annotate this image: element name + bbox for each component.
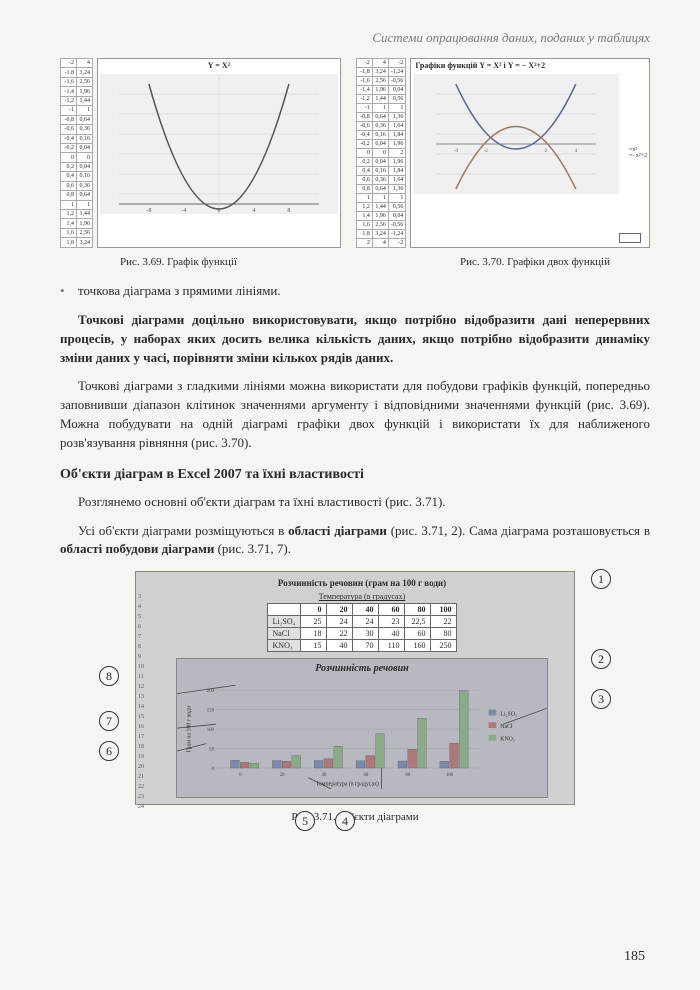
captions-row: Рис. 3.69. Графік функції Рис. 3.70. Гра… (60, 256, 650, 268)
chart-369-title: Y = X² (98, 59, 340, 72)
chart-370-plot: -4 -2 2 4 (413, 74, 619, 194)
paragraph-2: Точкові діаграми доцільно використовуват… (60, 311, 650, 368)
svg-text:KNO₃: KNO₃ (500, 737, 515, 743)
p5c: (рис. 3.71, 2). Сама діаграма розташовує… (387, 523, 650, 538)
solubility-chart-title: Розчинність речовин (177, 659, 547, 674)
page-number: 185 (624, 949, 645, 965)
svg-text:20: 20 (280, 773, 285, 778)
excel-screenshot: 345678910 11121314151617 18192021222324 … (135, 571, 575, 805)
marker-5: 5 (295, 811, 315, 831)
p5a: Усі об'єкти діаграми розміщуються в (78, 523, 288, 538)
solubility-chart: Розчинність речовин (176, 658, 548, 798)
two-parabolas-svg: -4 -2 2 4 (413, 74, 619, 194)
marker-7: 7 (99, 711, 119, 731)
chart-370-box: Графіки функцій Y = X² і Y = − X²+2 -4 -2 (410, 58, 650, 248)
svg-text:0: 0 (212, 767, 215, 772)
charts-row: -24-1.83,24-1,62,56-1,41,96-1,21,44-11-0… (60, 58, 650, 248)
svg-text:50: 50 (209, 748, 214, 753)
paragraph-3: Точкові діаграми з гладкими лініями можн… (60, 377, 650, 452)
marker-1: 1 (591, 569, 611, 589)
svg-text:2: 2 (545, 149, 548, 154)
caption-369: Рис. 3.69. Графік функції (120, 256, 237, 268)
svg-text:Li₂SO₄: Li₂SO₄ (500, 712, 517, 718)
legend-item-2: =−x²+2 (629, 153, 647, 159)
chart-369-box: Y = X² -8 -4 0 4 8 (97, 58, 341, 248)
svg-text:4: 4 (575, 149, 578, 154)
p5b: області діаграми (288, 523, 387, 538)
svg-text:-4: -4 (181, 208, 186, 214)
chart-370-block: -24-2-1,83,24-1,24-1,62,56-0,56-1,41,960… (356, 58, 650, 248)
svg-text:100: 100 (446, 773, 454, 778)
p5e: (рис. 3.71, 7). (214, 541, 291, 556)
excel-row-headers: 345678910 11121314151617 18192021222324 (138, 592, 144, 812)
marker-4: 4 (335, 811, 355, 831)
svg-text:NaCl: NaCl (500, 724, 513, 730)
chart-370-legend: =x² =−x²+2 (629, 147, 647, 159)
paragraph-4: Розглянемо основні об'єкти діаграм та їх… (60, 493, 650, 512)
svg-text:80: 80 (405, 773, 410, 778)
chart-369-plot: -8 -4 0 4 8 (100, 74, 338, 214)
chart-369-table: -24-1.83,24-1,62,56-1,41,96-1,21,44-11-0… (60, 58, 93, 248)
svg-text:100: 100 (207, 728, 215, 733)
svg-text:-4: -4 (454, 149, 459, 154)
chapter-header: Системи опрацювання даних, поданих у таб… (60, 30, 650, 46)
solubility-subtitle: Температура (в градусах) (156, 592, 568, 601)
x-axis-label: Температура (в градусах) (316, 781, 379, 788)
svg-text:0: 0 (217, 208, 220, 214)
svg-text:8: 8 (287, 208, 290, 214)
paragraph-bullet: точкова діаграма з прямими лініями. (60, 282, 650, 301)
subheading: Об'єкти діаграм в Excel 2007 та їхні вла… (60, 467, 650, 483)
bar-chart-svg: Грам на 100 г води 0 50 100 150 200 0 20 40 60… (177, 674, 547, 789)
svg-text:150: 150 (207, 709, 215, 714)
paragraph-5: Усі об'єкти діаграми розміщуються в обла… (60, 522, 650, 560)
marker-3: 3 (591, 689, 611, 709)
svg-text:200: 200 (207, 689, 215, 694)
svg-text:-8: -8 (146, 208, 151, 214)
page: Системи опрацювання даних, поданих у таб… (0, 0, 700, 990)
y-axis-label: Грам на 100 г води (187, 706, 193, 752)
parabola-svg: -8 -4 0 4 8 (100, 74, 338, 214)
marker-2: 2 (591, 649, 611, 669)
solubility-table: 020406080100Li₂SO₄2524242322,522NaCl1822… (267, 603, 458, 652)
marker-8: 8 (99, 666, 119, 686)
solubility-title: Розчинність речовин (грам на 100 г води) (156, 578, 568, 588)
marker-6: 6 (99, 741, 119, 761)
chart-370-table: -24-2-1,83,24-1,24-1,62,56-0,56-1,41,960… (356, 58, 407, 248)
svg-text:-2: -2 (484, 149, 489, 154)
chart-369-block: -24-1.83,24-1,62,56-1,41,96-1,21,44-11-0… (60, 58, 341, 248)
svg-text:60: 60 (363, 773, 368, 778)
svg-text:4: 4 (252, 208, 255, 214)
p5d: області побудови діаграми (60, 541, 214, 556)
chart-370-title: Графіки функцій Y = X² і Y = − X²+2 (411, 59, 649, 72)
svg-text:40: 40 (322, 773, 327, 778)
svg-text:0: 0 (239, 773, 242, 778)
caption-370: Рис. 3.70. Графіки двох функцій (460, 256, 610, 268)
legend-box-icon (619, 233, 641, 243)
figure-71: 1 2 3 4 5 6 7 8 345678910 11121314151617… (135, 571, 575, 805)
caption-371: Рис. 3.71. Об'єкти діаграми (60, 811, 650, 823)
